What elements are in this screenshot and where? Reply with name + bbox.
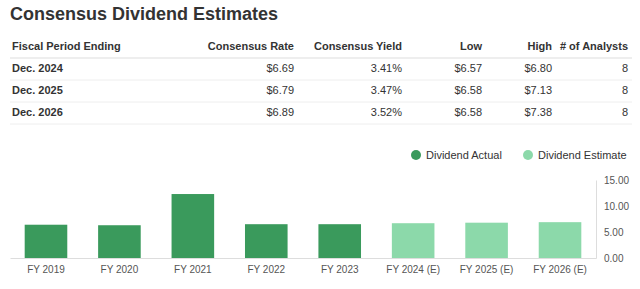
y-axis-line bbox=[596, 181, 597, 259]
y-tick-label: 5.00 bbox=[604, 227, 624, 238]
x-axis-line bbox=[11, 258, 597, 259]
table-cell: $6.57 bbox=[454, 62, 482, 74]
y-tick-label: 15.00 bbox=[604, 175, 629, 186]
page: Consensus Dividend Estimates Fiscal Perio… bbox=[0, 0, 640, 289]
bar bbox=[245, 224, 288, 258]
legend-label: Dividend Actual bbox=[426, 149, 502, 161]
bar bbox=[172, 194, 215, 258]
x-tick: FY 2026 (E) bbox=[533, 258, 587, 275]
table-header: Fiscal Period Ending bbox=[12, 40, 121, 52]
table-cell: $7.38 bbox=[524, 106, 552, 118]
y-tick: 0.00 bbox=[596, 253, 624, 264]
table-rule bbox=[10, 80, 632, 81]
y-tick-label: 0.00 bbox=[604, 253, 624, 264]
title: Consensus Dividend Estimates bbox=[10, 4, 278, 24]
x-tick-label: FY 2022 bbox=[247, 264, 285, 275]
bar bbox=[25, 225, 68, 258]
x-tick: FY 2023 bbox=[321, 258, 359, 275]
x-tick-label: FY 2024 (E) bbox=[386, 264, 440, 275]
table-cell: 3.41% bbox=[371, 62, 402, 74]
y-tick: 15.00 bbox=[596, 175, 629, 186]
legend-label: Dividend Estimate bbox=[538, 149, 627, 161]
table-cell: 3.52% bbox=[371, 106, 402, 118]
table-cell: $6.58 bbox=[454, 106, 482, 118]
bar bbox=[98, 225, 141, 258]
y-tick: 5.00 bbox=[596, 227, 624, 238]
x-tick: FY 2019 bbox=[27, 258, 65, 275]
y-tick: 10.00 bbox=[596, 201, 629, 212]
table-cell: 8 bbox=[622, 106, 628, 118]
x-tick: FY 2022 bbox=[247, 258, 285, 275]
x-tick-label: FY 2025 (E) bbox=[460, 264, 514, 275]
legend-swatch bbox=[523, 150, 533, 160]
bars bbox=[25, 194, 582, 258]
y-axis: 0.00 5.00 10.00 15.00 bbox=[596, 175, 629, 264]
table-cell: 8 bbox=[622, 84, 628, 96]
x-axis: FY 2019 FY 2020 FY 2021 FY 2022 FY 2023 FY 20… bbox=[11, 258, 597, 275]
table-cell: 8 bbox=[622, 62, 628, 74]
table-cell: $6.58 bbox=[454, 84, 482, 96]
x-tick-label: FY 2019 bbox=[27, 264, 65, 275]
table-header: # of Analysts bbox=[560, 40, 628, 52]
table-header: High bbox=[528, 40, 553, 52]
y-tick-label: 10.00 bbox=[604, 201, 629, 212]
bar bbox=[539, 222, 582, 258]
table-cell: $7.13 bbox=[524, 84, 552, 96]
legend: Dividend Actual Dividend Estimate bbox=[411, 149, 627, 161]
table-cell: $6.69 bbox=[266, 62, 294, 74]
table-cell: $6.80 bbox=[524, 62, 552, 74]
table: Fiscal Period Ending Consensus Rate Consen… bbox=[10, 40, 632, 124]
table-rule bbox=[10, 58, 632, 59]
x-tick-label: FY 2023 bbox=[321, 264, 359, 275]
table-cell: Dec. 2026 bbox=[12, 106, 63, 118]
table-rule bbox=[10, 102, 632, 103]
x-tick-label: FY 2020 bbox=[101, 264, 139, 275]
x-tick: FY 2025 (E) bbox=[460, 258, 514, 275]
bar bbox=[392, 223, 435, 258]
legend-swatch bbox=[411, 150, 421, 160]
bar bbox=[318, 224, 361, 258]
table-cell: 3.47% bbox=[371, 84, 402, 96]
table-cell: $6.79 bbox=[266, 84, 294, 96]
canvas: Consensus Dividend Estimates Fiscal Perio… bbox=[0, 0, 640, 289]
table-cell: Dec. 2025 bbox=[12, 84, 63, 96]
bar bbox=[465, 223, 508, 258]
x-tick: FY 2020 bbox=[101, 258, 139, 275]
table-header: Consensus Yield bbox=[314, 40, 402, 52]
table-cell: $6.89 bbox=[266, 106, 294, 118]
table-header: Low bbox=[460, 40, 482, 52]
x-tick: FY 2024 (E) bbox=[386, 258, 440, 275]
x-tick-label: FY 2021 bbox=[174, 264, 212, 275]
table-rule bbox=[10, 124, 632, 125]
table-header: Consensus Rate bbox=[208, 40, 294, 52]
x-tick: FY 2021 bbox=[174, 258, 212, 275]
x-tick-label: FY 2026 (E) bbox=[533, 264, 587, 275]
table-cell: Dec. 2024 bbox=[12, 62, 64, 74]
